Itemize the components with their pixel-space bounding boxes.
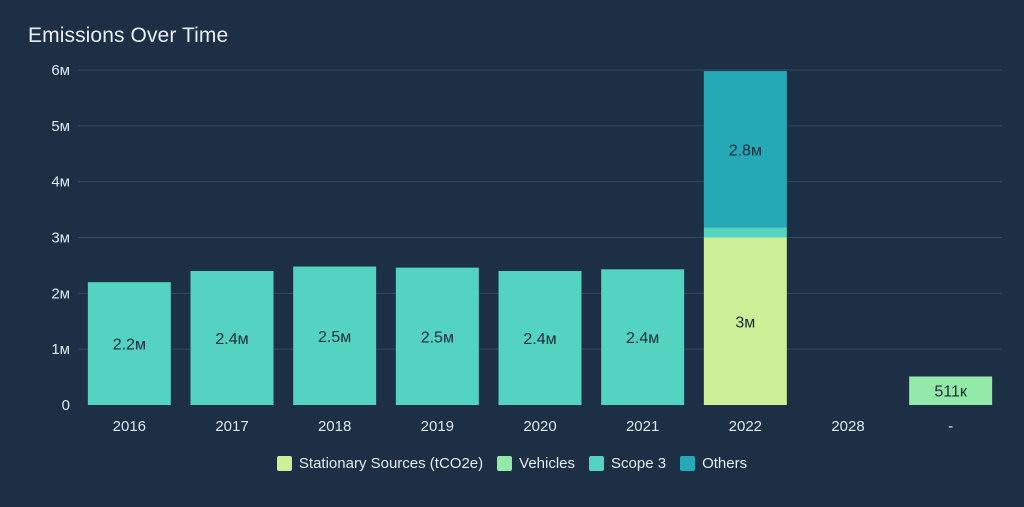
legend-item-stationary[interactable]: Stationary Sources (tCO2e) — [276, 454, 484, 472]
bar-others-2022[interactable] — [703, 71, 787, 228]
x-tick-label: 2028 — [831, 418, 864, 435]
y-tick-label: 3м — [51, 230, 70, 247]
legend-swatch — [589, 455, 605, 471]
legend-label: Stationary Sources (tCO2e) — [298, 454, 484, 472]
data-label: 2.4м — [215, 331, 248, 348]
data-labels: 2.2м 2.4м 2.5м 2.5м 2.4м 2.4м 3м 2.8м 511к — [113, 142, 968, 400]
legend-item-others[interactable]: Others — [680, 455, 747, 472]
bar-vehicles-dash[interactable] — [909, 376, 993, 405]
legend-label: Others — [702, 454, 748, 472]
legend-item-vehicles[interactable]: Vehicles — [497, 455, 575, 472]
y-tick-label: 1м — [51, 341, 70, 358]
data-label: 2.4м — [626, 330, 659, 347]
y-tick-label: 5м — [51, 118, 70, 135]
y-axis-ticks: 0 1м 2м 3м 4м 5м 6м — [51, 62, 70, 414]
data-label: 3м — [735, 314, 755, 331]
x-tick-label: - — [948, 418, 953, 435]
x-tick-label: 2016 — [113, 418, 146, 435]
x-axis-ticks: 2016 2017 2018 2019 2020 2021 2022 2028 - — [113, 418, 954, 435]
x-tick-label: 2022 — [729, 418, 762, 435]
legend-item-scope3[interactable]: Scope 3 — [589, 455, 666, 472]
bar-scope3-2019[interactable] — [395, 267, 479, 405]
emissions-bar-chart: 0 1м 2м 3м 4м 5м 6м 2.2м 2.4м 2.5м 2.5м 2.4м 2.4м 3м… — [51, 62, 1002, 435]
data-label: 2.8м — [729, 142, 762, 159]
data-label: 511к — [934, 384, 968, 401]
bar-scope3-2016[interactable] — [87, 282, 171, 405]
y-tick-label: 4м — [51, 174, 70, 191]
x-tick-label: 2020 — [523, 418, 556, 435]
chart-title: Emissions Over Time — [28, 24, 229, 47]
legend-swatch — [276, 455, 292, 471]
bar-scope3-2018[interactable] — [293, 266, 377, 405]
legend-swatch — [497, 455, 513, 471]
x-tick-label: 2018 — [318, 418, 351, 435]
bar-scope3-2022[interactable] — [703, 227, 787, 238]
bar-scope3-2017[interactable] — [190, 271, 274, 405]
legend-label: Scope 3 — [611, 454, 667, 472]
data-label: 2.4м — [523, 331, 556, 348]
data-label: 2.5м — [421, 329, 454, 346]
x-tick-label: 2019 — [421, 418, 454, 435]
legend: Stationary Sources (tCO2e) Vehicles Scope … — [0, 452, 1024, 474]
y-tick-label: 2м — [51, 285, 70, 302]
data-label: 2.2м — [113, 337, 146, 354]
bar-stationary-2022[interactable] — [703, 237, 787, 406]
bar-scope3-2021[interactable] — [601, 269, 685, 405]
legend-label: Vehicles — [519, 454, 576, 472]
y-tick-label: 6м — [51, 62, 70, 79]
x-tick-label: 2021 — [626, 418, 659, 435]
bars — [87, 71, 993, 406]
legend-swatch — [680, 455, 696, 471]
data-label: 2.5м — [318, 329, 351, 346]
y-tick-label: 0 — [62, 397, 70, 414]
x-tick-label: 2017 — [215, 418, 248, 435]
bar-scope3-2020[interactable] — [498, 271, 582, 405]
